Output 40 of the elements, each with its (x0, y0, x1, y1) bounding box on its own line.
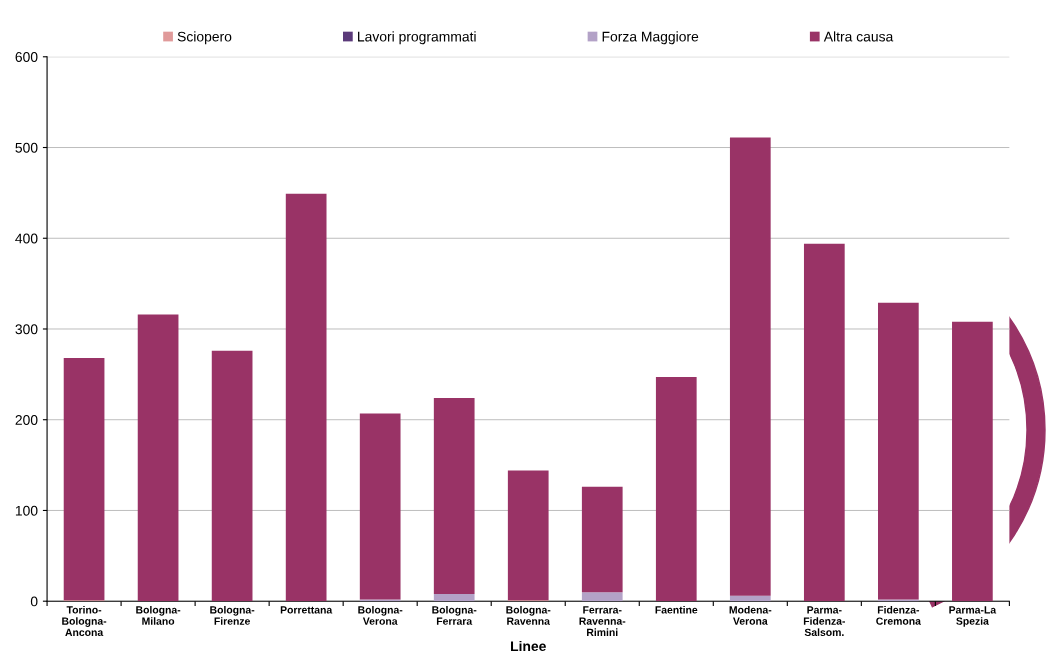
x-tick-label: Bologna- Milano (136, 605, 181, 625)
x-tick-label: Bologna- Ferrara (432, 605, 477, 625)
bar (581, 486, 623, 593)
bar (803, 243, 845, 602)
x-tick-label: Ferrara- Ravenna- Rimini (579, 606, 626, 636)
bar (211, 350, 253, 602)
x-tick-label: Parma- Fidenza- Salsom. (803, 606, 846, 637)
legend-label: Forza Maggiore (602, 31, 699, 45)
legend-label: Lavori programmati (358, 31, 476, 45)
bar (137, 314, 179, 602)
x-tick-label: Faentine (655, 605, 698, 614)
x-tick-label: Bologna- Verona (358, 605, 403, 625)
y-tick-label: 500 (15, 142, 38, 153)
legend-label: Sciopero (177, 31, 232, 45)
bar (433, 593, 475, 602)
x-tick-label: Bologna- Ravenna (506, 605, 551, 625)
x-tick-label: Torino- Bologna- Ancona (62, 605, 107, 637)
legend-label: Altra causa (823, 31, 894, 42)
y-tick-label: 200 (15, 415, 38, 425)
bar (359, 413, 401, 600)
x-tick-label: Parma-La Spezia (949, 606, 997, 627)
bar (729, 137, 771, 596)
bar (507, 470, 549, 601)
x-tick-label: Modena- Verona (729, 605, 772, 625)
y-tick-label: 300 (15, 324, 38, 335)
y-tick-label: 600 (15, 52, 38, 62)
y-tick-label: 400 (15, 233, 38, 244)
x-tick-label: Fidenza- Cremona (876, 605, 921, 625)
bar (729, 595, 771, 602)
bar (63, 358, 105, 601)
x-tick-label: Bologna- Firenze (210, 605, 255, 625)
bar (285, 193, 327, 602)
y-tick-label: 0 (30, 596, 38, 607)
x-axis-title: Linee (511, 640, 546, 652)
bar (581, 592, 623, 602)
x-tick-label: Porrettana (280, 606, 333, 614)
bar (433, 397, 475, 594)
bar (878, 302, 919, 600)
y-tick-label: 100 (15, 505, 38, 516)
bar (655, 377, 697, 602)
